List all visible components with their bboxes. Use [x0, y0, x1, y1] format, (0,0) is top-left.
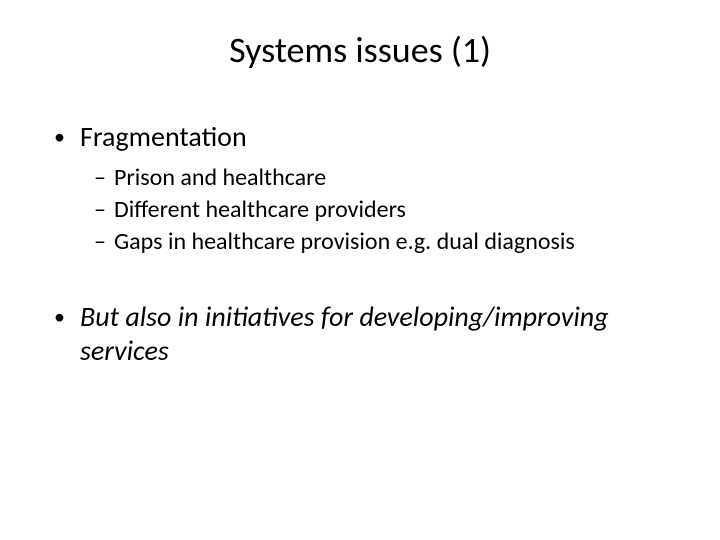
sub-bullet-text: Different healthcare providers: [114, 194, 406, 226]
bullet-item-initiatives: • But also in initiatives for developing…: [54, 300, 672, 368]
dash-marker: –: [94, 162, 114, 194]
slide-body: • Fragmentation – Prison and healthcare …: [48, 120, 672, 368]
dash-marker: –: [94, 226, 114, 258]
bullet-marker: •: [54, 120, 80, 154]
dash-marker: –: [94, 194, 114, 226]
bullet-text: Fragmentation: [80, 120, 247, 154]
slide-title: Systems issues (1): [48, 28, 672, 72]
slide: Systems issues (1) • Fragmentation – Pri…: [0, 0, 720, 540]
sub-bullet-item: – Prison and healthcare: [94, 162, 672, 194]
sub-bullet-item: – Gaps in healthcare provision e.g. dual…: [94, 226, 672, 258]
sub-bullet-group: – Prison and healthcare – Different heal…: [54, 162, 672, 258]
sub-bullet-text: Gaps in healthcare provision e.g. dual d…: [114, 226, 575, 258]
bullet-item-fragmentation: • Fragmentation: [54, 120, 672, 154]
bullet-marker: •: [54, 300, 80, 334]
sub-bullet-text: Prison and healthcare: [114, 162, 326, 194]
bullet-text: But also in initiatives for developing/i…: [80, 300, 672, 368]
sub-bullet-item: – Different healthcare providers: [94, 194, 672, 226]
